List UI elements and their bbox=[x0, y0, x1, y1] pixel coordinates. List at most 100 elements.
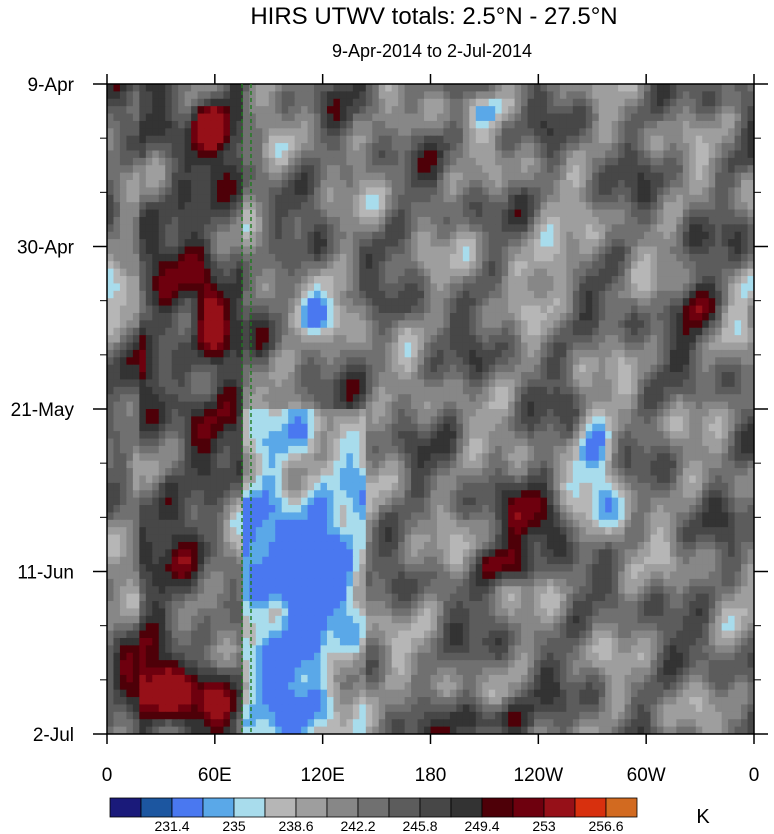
heatmap-cell bbox=[728, 194, 736, 203]
heatmap-cell bbox=[398, 290, 406, 299]
heatmap-cell bbox=[255, 202, 263, 211]
heatmap-cell bbox=[236, 305, 244, 314]
heatmap-cell bbox=[650, 150, 658, 159]
heatmap-cell bbox=[618, 409, 626, 417]
heatmap-cell bbox=[618, 327, 626, 336]
heatmap-cell bbox=[669, 150, 677, 159]
heatmap-cell bbox=[171, 312, 179, 321]
heatmap-cell bbox=[352, 290, 360, 299]
heatmap-cell bbox=[611, 335, 619, 344]
heatmap-cell bbox=[501, 305, 509, 314]
heatmap-cell bbox=[268, 157, 276, 166]
heatmap-cell bbox=[553, 320, 561, 329]
heatmap-cell bbox=[527, 438, 535, 447]
heatmap-cell bbox=[456, 261, 464, 270]
heatmap-cell bbox=[469, 416, 477, 425]
heatmap-cell bbox=[417, 209, 425, 218]
heatmap-cell bbox=[462, 349, 470, 358]
heatmap-cell bbox=[656, 290, 665, 299]
heatmap-cell bbox=[249, 283, 257, 292]
heatmap-cell bbox=[204, 342, 212, 351]
heatmap-cell bbox=[197, 157, 205, 166]
heatmap-cell bbox=[579, 91, 587, 100]
heatmap-cell bbox=[514, 335, 522, 344]
heatmap-cell bbox=[365, 431, 373, 440]
heatmap-cell bbox=[540, 135, 548, 144]
heatmap-cell bbox=[424, 128, 432, 137]
heatmap-cell bbox=[618, 394, 626, 403]
heatmap-cell bbox=[132, 342, 140, 351]
heatmap-cell bbox=[663, 438, 671, 447]
heatmap-cell bbox=[113, 386, 121, 395]
heatmap-cell bbox=[495, 150, 503, 159]
heatmap-cell bbox=[132, 438, 140, 447]
heatmap-cell bbox=[462, 327, 470, 336]
heatmap-cell bbox=[404, 187, 412, 196]
heatmap-cell bbox=[430, 349, 438, 358]
heatmap-cell bbox=[708, 84, 716, 92]
heatmap-cell bbox=[695, 172, 703, 181]
heatmap-cell bbox=[404, 283, 412, 292]
heatmap-cell bbox=[521, 312, 529, 321]
heatmap-cell bbox=[644, 253, 652, 262]
heatmap-cell bbox=[178, 335, 186, 344]
heatmap-cell bbox=[611, 224, 619, 233]
heatmap-cell bbox=[637, 416, 645, 425]
heatmap-cell bbox=[262, 320, 270, 329]
heatmap-cell bbox=[579, 202, 587, 211]
heatmap-cell bbox=[508, 409, 516, 417]
heatmap-cell bbox=[663, 180, 671, 189]
heatmap-cell bbox=[501, 209, 509, 218]
heatmap-cell bbox=[268, 364, 276, 373]
heatmap-cell bbox=[288, 143, 296, 152]
heatmap-cell bbox=[119, 372, 128, 381]
heatmap-cell bbox=[158, 194, 166, 203]
heatmap-cell bbox=[268, 98, 276, 107]
heatmap-cell bbox=[411, 84, 419, 92]
heatmap-cell bbox=[708, 187, 716, 196]
heatmap-cell bbox=[126, 283, 134, 292]
heatmap-cell bbox=[178, 342, 186, 351]
heatmap-cell bbox=[611, 364, 619, 373]
heatmap-cell bbox=[288, 298, 296, 307]
heatmap-cell bbox=[624, 423, 632, 432]
heatmap-cell bbox=[378, 135, 386, 144]
heatmap-cell bbox=[178, 216, 186, 225]
heatmap-cell bbox=[669, 290, 677, 299]
heatmap-cell bbox=[262, 157, 270, 166]
heatmap-cell bbox=[663, 98, 671, 107]
heatmap-cell bbox=[275, 335, 283, 344]
heatmap-cell bbox=[605, 224, 613, 233]
heatmap-cell bbox=[398, 180, 406, 189]
heatmap-cell bbox=[488, 202, 496, 211]
heatmap-cell bbox=[631, 91, 639, 100]
heatmap-cell bbox=[592, 180, 600, 189]
heatmap-cell bbox=[268, 349, 276, 358]
heatmap-cell bbox=[631, 349, 639, 358]
heatmap-cell bbox=[294, 305, 302, 314]
heatmap-cell bbox=[391, 357, 399, 366]
heatmap-cell bbox=[216, 438, 225, 447]
heatmap-cell bbox=[171, 113, 179, 122]
heatmap-cell bbox=[268, 165, 276, 174]
heatmap-cell bbox=[314, 349, 322, 358]
heatmap-cell bbox=[656, 128, 665, 137]
heatmap-cell bbox=[689, 431, 697, 440]
heatmap-cell bbox=[255, 379, 263, 388]
heatmap-cell bbox=[734, 91, 742, 100]
heatmap-cell bbox=[333, 120, 341, 129]
heatmap-cell bbox=[255, 106, 263, 115]
heatmap-cell bbox=[482, 372, 490, 381]
heatmap-cell bbox=[579, 312, 587, 321]
heatmap-cell bbox=[132, 150, 140, 159]
heatmap-cell bbox=[236, 157, 244, 166]
heatmap-cell bbox=[553, 386, 561, 395]
heatmap-cell bbox=[145, 216, 153, 225]
heatmap-cell bbox=[521, 349, 529, 358]
heatmap-cell bbox=[333, 216, 341, 225]
heatmap-cell bbox=[734, 216, 742, 225]
heatmap-cell bbox=[165, 298, 173, 307]
heatmap-cell bbox=[559, 312, 567, 321]
heatmap-cell bbox=[398, 128, 406, 137]
heatmap-cell bbox=[346, 224, 354, 233]
